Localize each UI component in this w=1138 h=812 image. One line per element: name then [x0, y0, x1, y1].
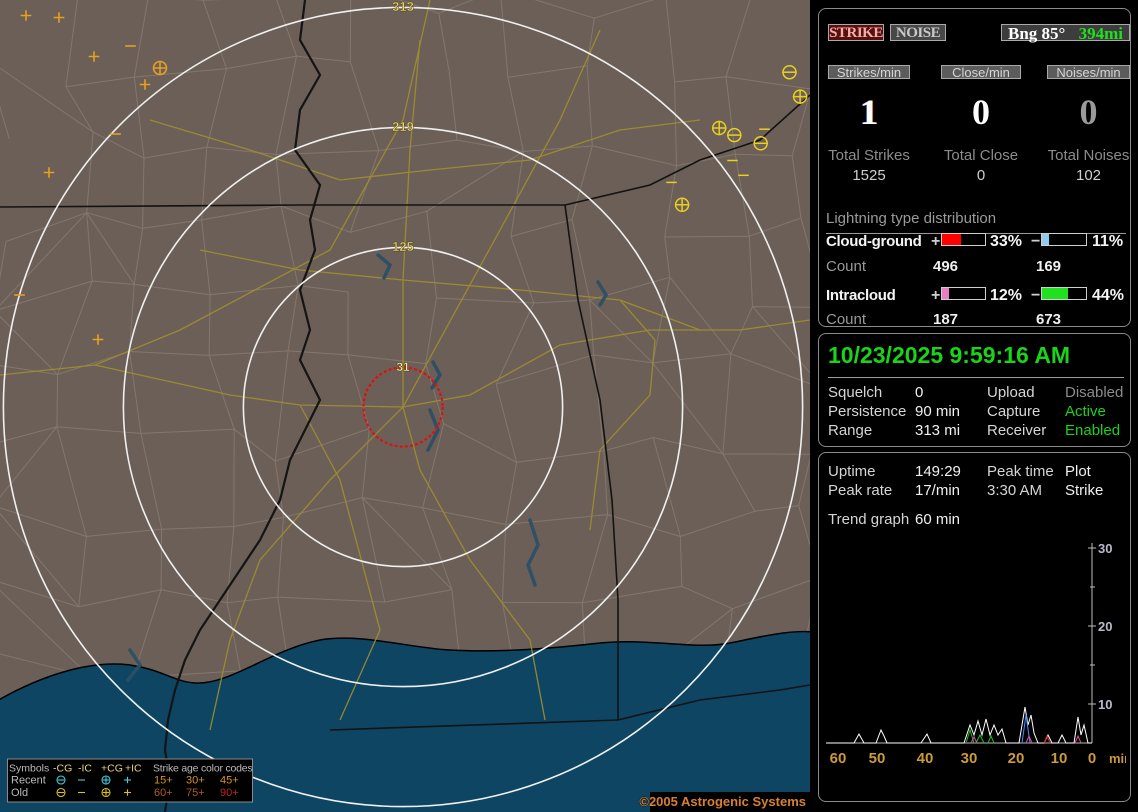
svg-text:20: 20: [1098, 619, 1112, 634]
svg-text:0: 0: [1088, 750, 1096, 767]
svg-text:Strike age color codes: Strike age color codes: [153, 763, 253, 775]
svg-text:60: 60: [830, 750, 847, 767]
svg-text:20: 20: [1008, 750, 1025, 767]
svg-text:30+: 30+: [186, 775, 205, 787]
svg-text:219: 219: [392, 119, 414, 134]
svg-text:31: 31: [396, 360, 410, 374]
svg-text:10: 10: [1098, 697, 1112, 712]
svg-text:10: 10: [1051, 750, 1068, 767]
svg-text:-IC: -IC: [78, 763, 92, 775]
svg-text:50: 50: [869, 750, 886, 767]
svg-text:Recent: Recent: [11, 775, 46, 787]
svg-text:30: 30: [961, 750, 978, 767]
svg-text:75+: 75+: [186, 787, 205, 799]
svg-text:Old: Old: [11, 787, 28, 799]
svg-text:Symbols: Symbols: [9, 763, 49, 775]
svg-text:-CG: -CG: [53, 763, 72, 775]
svg-text:15+: 15+: [154, 775, 173, 787]
svg-text:min: min: [1109, 751, 1126, 766]
svg-text:45+: 45+: [220, 775, 239, 787]
svg-text:90+: 90+: [220, 787, 239, 799]
svg-text:40: 40: [917, 750, 934, 767]
svg-text:30: 30: [1098, 541, 1112, 556]
svg-text:+IC: +IC: [125, 763, 142, 775]
svg-text:+CG: +CG: [101, 763, 123, 775]
svg-text:313: 313: [392, 0, 414, 14]
svg-text:125: 125: [392, 239, 414, 254]
svg-text:60+: 60+: [154, 787, 173, 799]
svg-text:©2005 Astrogenic Systems: ©2005 Astrogenic Systems: [639, 794, 806, 809]
